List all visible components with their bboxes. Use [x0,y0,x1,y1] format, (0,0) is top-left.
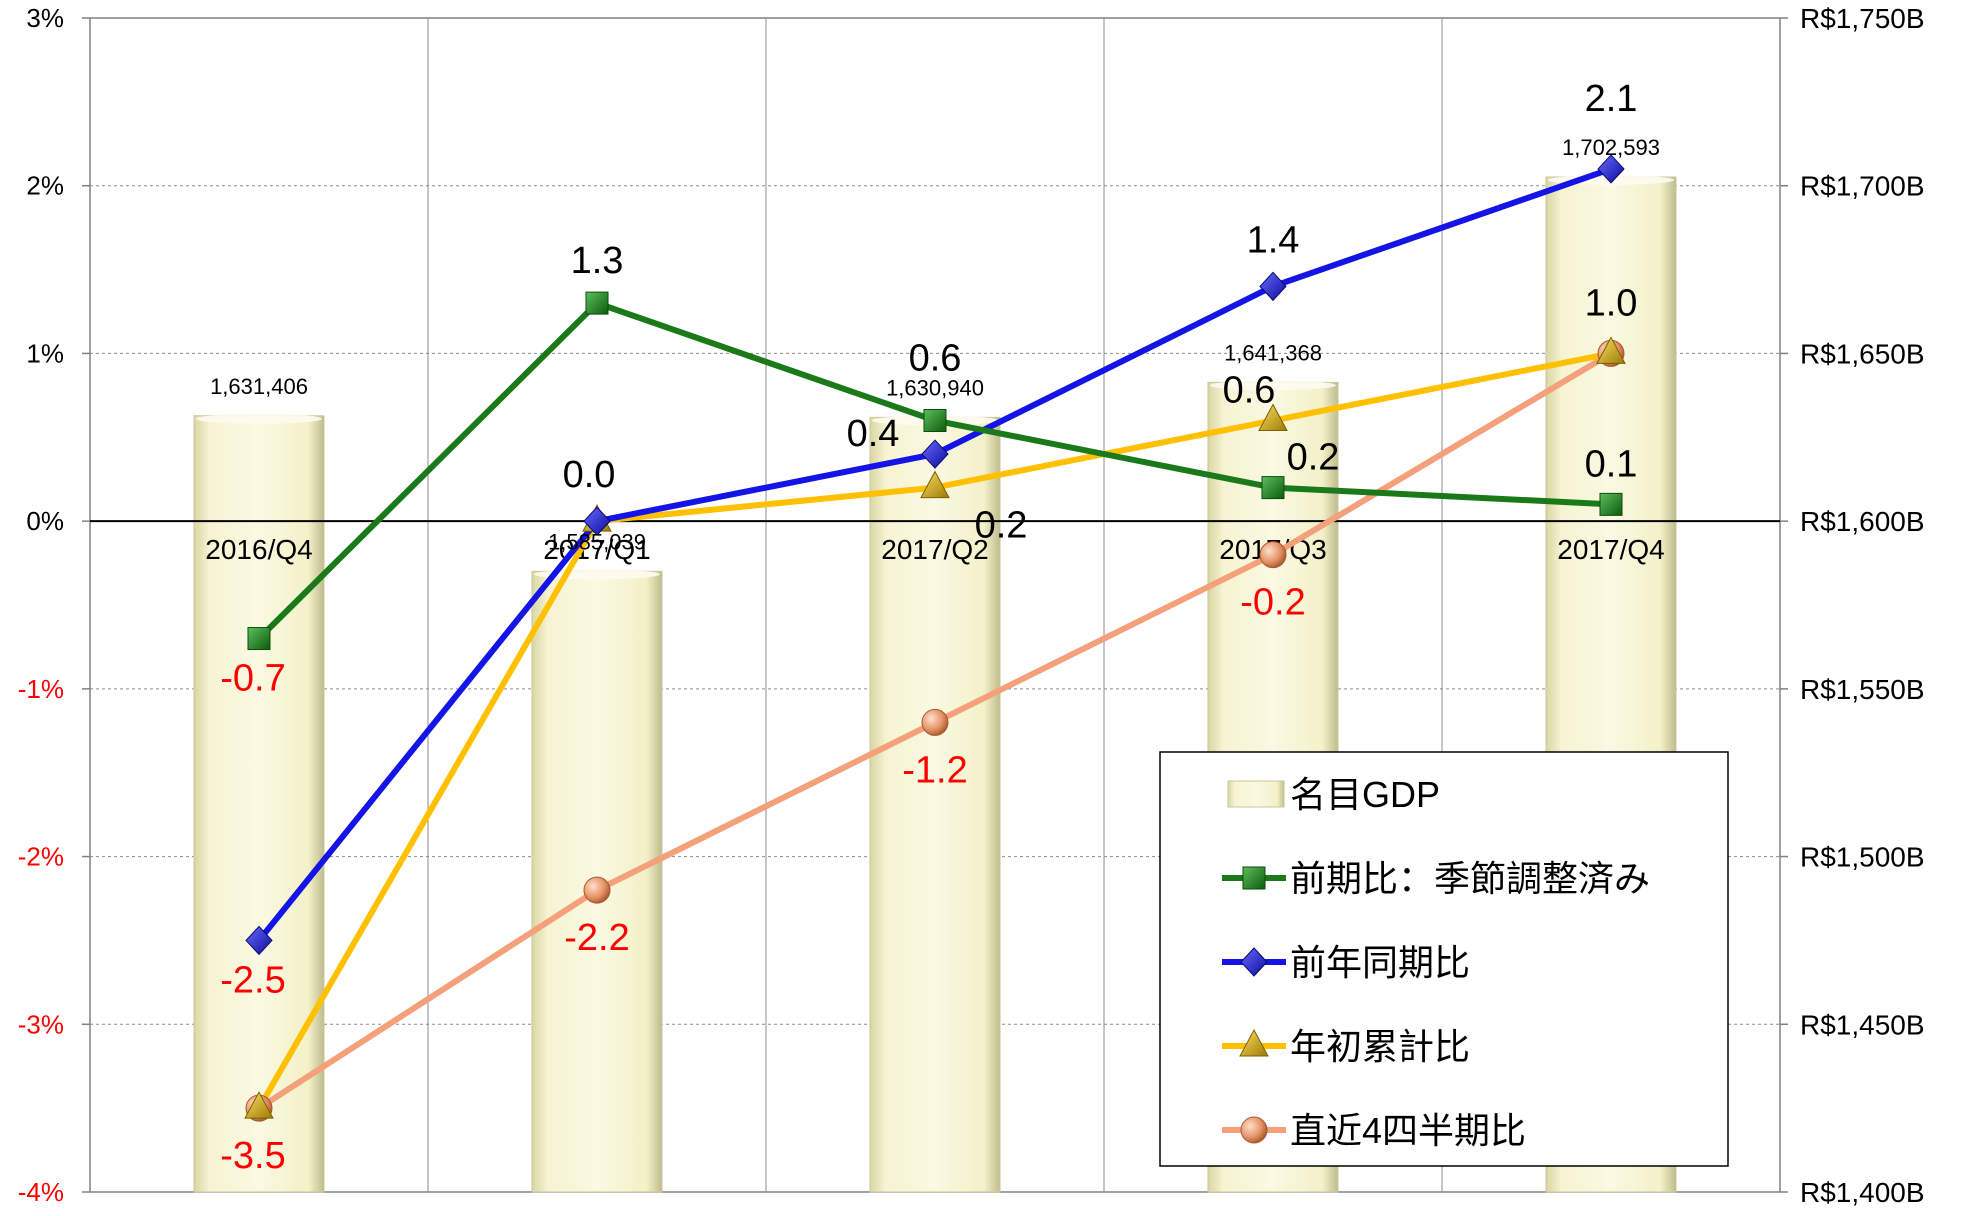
data-label: 0.2 [1287,437,1340,479]
series-marker [920,470,950,499]
category-label: 2017/Q1 [543,534,650,565]
legend-label: 前年同期比 [1290,942,1470,983]
series-marker [1599,492,1623,516]
data-label: -3.5 [220,1135,285,1177]
data-label: -2.5 [220,959,285,1001]
data-label: -0.7 [220,658,285,700]
y-right-tick-label: R$1,500B [1800,842,1925,873]
y-left-tick-label: -3% [18,1009,64,1039]
series-marker [1597,154,1625,184]
legend-label: 直近4四半期比 [1290,1110,1526,1151]
legend-swatch-bar [1227,780,1285,808]
series-marker [247,627,271,651]
y-right-tick-label: R$1,750B [1800,3,1925,34]
data-label: -0.2 [1240,582,1305,624]
gdp-bar-label: 1,702,593 [1562,135,1660,160]
data-label: 0.6 [1223,370,1276,412]
legend-label: 年初累計比 [1290,1026,1470,1067]
legend-swatch-marker [1239,1028,1269,1057]
series-marker [923,409,947,433]
y-right-tick-label: R$1,400B [1800,1177,1925,1208]
series-marker [1259,271,1287,302]
y-right-tick-label: R$1,450B [1800,1009,1925,1040]
legend-swatch-marker [1240,1116,1268,1144]
y-left-tick-label: -1% [18,674,64,704]
data-label: 2.1 [1585,78,1638,120]
gdp-bar-cap [1210,380,1336,391]
y-left-tick-label: 2% [26,171,64,201]
gdp-bar-cap [196,413,322,424]
series-marker [1596,336,1626,364]
data-label: 0.2 [975,505,1028,547]
legend-swatch-marker [1242,866,1266,890]
y-left-tick-label: 3% [26,3,64,33]
gdp-bar-label: 1,641,368 [1224,340,1322,365]
gdp-bar-label: 1,630,940 [886,375,984,400]
y-left-tick-label: 1% [26,338,64,368]
gdp-bar-label: 1,585,039 [548,529,646,554]
y-right-tick-label: R$1,550B [1800,674,1925,705]
gdp-bar [869,416,1001,1193]
data-label: 1.0 [1585,282,1638,324]
data-label: 1.4 [1247,219,1300,261]
y-left-tick-label: -2% [18,842,64,872]
gdp-bar [193,415,325,1193]
series-marker [921,708,949,736]
category-label: 2017/Q2 [881,534,988,565]
data-label: -2.2 [564,917,629,959]
series-marker [244,1091,274,1119]
y-left-tick-label: -4% [18,1177,64,1207]
data-label: 1.3 [571,240,624,282]
series-marker [1261,476,1285,500]
category-label: 2017/Q4 [1557,534,1664,565]
y-right-tick-label: R$1,700B [1800,171,1925,202]
y-right-tick-label: R$1,650B [1800,338,1925,369]
y-left-tick-label: 0% [26,506,64,536]
legend-swatch-marker [1240,947,1268,977]
legend-label: 前期比：季節調整済み [1290,858,1650,899]
series-marker [1259,541,1287,569]
data-label: 0.1 [1585,443,1638,485]
series-marker [1258,403,1288,432]
gdp-bar-label: 1,631,406 [210,374,308,399]
series-marker [585,291,609,315]
series-marker [583,506,611,536]
data-label: -1.2 [902,749,967,791]
y-right-tick-label: R$1,600B [1800,506,1925,537]
series-marker [921,439,949,469]
legend-label: 名目GDP [1290,774,1440,815]
series-marker [583,876,611,904]
category-label: 2016/Q4 [205,534,312,565]
series-marker [245,925,273,956]
data-label: 0.6 [909,338,962,380]
data-label: 0.0 [563,454,616,496]
data-label: 0.4 [847,413,900,455]
